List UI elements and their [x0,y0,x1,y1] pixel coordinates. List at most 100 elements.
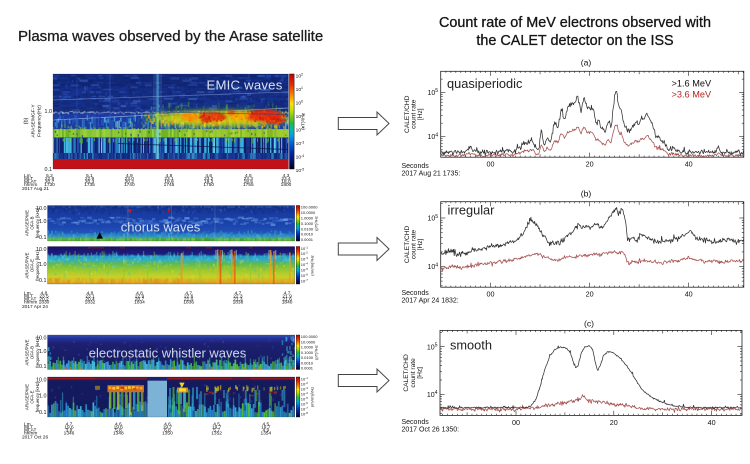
svg-text:2017 Oct 26: 2017 Oct 26 [22,434,48,440]
svg-text:4.7: 4.7 [284,291,291,297]
svg-text:CALET/CHD: CALET/CHD [404,226,411,264]
svg-text:21.6: 21.6 [282,297,292,303]
svg-text:1830: 1830 [39,300,50,306]
svg-text:4.5: 4.5 [213,422,220,428]
svg-text:ARASE/PWE: ARASE/PWE [25,384,30,410]
svg-text:19.6: 19.6 [114,425,124,431]
svg-text:10.0000: 10.0000 [301,339,316,344]
svg-text:2017 Apr 24: 2017 Apr 24 [22,304,48,310]
svg-text:(b): (b) [581,189,592,199]
svg-text:10-4: 10-4 [296,154,305,161]
svg-text:count rate: count rate [410,99,417,129]
svg-text:5.2: 5.2 [46,173,53,179]
svg-text:0.1000: 0.1000 [301,221,314,226]
svg-text:0.0100: 0.0100 [301,355,314,360]
svg-text:10-3: 10-3 [296,140,305,147]
svg-text:(nT)²/Hz: (nT)²/Hz [301,112,306,130]
svg-text:5.7: 5.7 [213,428,220,434]
svg-text:20.7: 20.7 [45,179,55,185]
svg-text:10.0: 10.0 [36,247,47,253]
svg-text:101: 101 [296,86,303,93]
svg-text:OFA-E: OFA-E [30,390,35,403]
svg-text:>3.6 MeV: >3.6 MeV [672,90,712,100]
svg-text:23.2: 23.2 [204,176,214,182]
svg-text:100: 100 [296,100,303,107]
svg-text:10-2: 10-2 [296,127,305,134]
svg-text:4.8: 4.8 [87,291,94,297]
svg-text:0.1: 0.1 [39,278,47,284]
svg-text:23.3: 23.3 [244,176,254,182]
svg-text:4.6: 4.6 [164,422,171,428]
svg-text:1838: 1838 [233,300,244,306]
svg-text:00: 00 [487,290,495,299]
svg-text:1350: 1350 [162,431,173,437]
svg-text:quasiperiodic: quasiperiodic [447,76,523,91]
svg-text:4.6: 4.6 [115,422,122,428]
svg-text:count rate: count rate [410,229,417,259]
svg-text:MLAT: MLAT [24,179,37,185]
svg-text:5.8: 5.8 [115,428,122,434]
svg-text:19.6: 19.6 [64,425,74,431]
svg-text:Plasma waves observed by the A: Plasma waves observed by the Arase satel… [18,28,323,45]
svg-text:the CALET detector on the ISS: the CALET detector on the ISS [476,33,673,49]
svg-text:chorus waves: chorus waves [121,220,201,235]
svg-text:1745: 1745 [164,182,175,188]
svg-text:22.3: 22.3 [233,294,243,300]
svg-text:1750: 1750 [203,182,214,188]
svg-text:0.0010: 0.0010 [301,232,314,237]
svg-text:CALET/CHD: CALET/CHD [403,354,410,392]
svg-text:6.6: 6.6 [164,428,171,434]
svg-text:2017 Apr 24 1832:: 2017 Apr 24 1832: [402,297,459,304]
svg-text:smooth: smooth [450,338,492,353]
svg-text:(pT)²/Hz: (pT)²/Hz [314,345,319,360]
svg-text:ARASE/PWE: ARASE/PWE [25,210,30,236]
svg-text:[Hz]: [Hz] [417,238,424,250]
svg-text:1.0: 1.0 [39,262,47,268]
svg-text:4.8: 4.8 [41,291,48,297]
svg-text:OFA-B: OFA-B [30,216,35,229]
svg-text:hhmm: hhmm [24,431,37,437]
svg-text:frequency [kHz]: frequency [kHz] [35,250,40,281]
svg-text:1.0000: 1.0000 [301,345,314,350]
svg-text:0.1: 0.1 [39,235,47,241]
svg-text:CALET/CHD: CALET/CHD [404,95,411,133]
svg-text:100.0000: 100.0000 [301,334,318,339]
svg-text:19.7: 19.7 [212,425,222,431]
svg-text:4.5: 4.5 [262,422,269,428]
svg-text:105: 105 [428,214,439,223]
svg-text:0.0100: 0.0100 [301,226,314,231]
svg-text:(b): (b) [24,117,30,124]
svg-text:40: 40 [708,418,716,427]
svg-text:[Hz]: [Hz] [416,367,423,379]
svg-text:10-1: 10-1 [301,376,308,382]
svg-text:4.8: 4.8 [136,291,143,297]
svg-text:5.1: 5.1 [86,173,93,179]
svg-text:0.1: 0.1 [45,167,53,173]
svg-text:10-1: 10-1 [296,113,305,120]
svg-text:10-6: 10-6 [301,273,308,279]
svg-text:20.4: 20.4 [85,297,95,303]
svg-text:22.9: 22.9 [85,176,95,182]
svg-text:20.2: 20.2 [39,297,49,303]
svg-text:21.0: 21.0 [184,297,194,303]
svg-text:Frequency(Hz): Frequency(Hz) [37,105,43,137]
svg-text:20: 20 [586,160,594,169]
svg-text:4.6: 4.6 [205,173,212,179]
svg-text:[Hz]: [Hz] [417,108,424,120]
svg-text:1832: 1832 [85,300,96,306]
svg-text:2017 Aug.21: 2017 Aug.21 [22,186,49,192]
svg-text:4.5: 4.5 [245,173,252,179]
svg-text:hhmm: hhmm [24,300,37,306]
svg-text:Seconds: Seconds [402,163,430,170]
svg-text:10-8: 10-8 [301,411,308,417]
svg-text:10-1: 10-1 [301,245,308,251]
svg-text:1755: 1755 [243,182,254,188]
svg-text:104: 104 [427,390,438,399]
svg-text:10-4: 10-4 [301,262,308,268]
svg-text:10-3: 10-3 [301,386,308,392]
svg-text:MLT: MLT [24,294,33,300]
svg-text:1800: 1800 [281,182,292,188]
svg-text:18.0: 18.0 [281,179,291,185]
svg-text:(mV/m)²/Hz: (mV/m)²/Hz [310,387,315,407]
svg-text:4.7: 4.7 [235,291,242,297]
